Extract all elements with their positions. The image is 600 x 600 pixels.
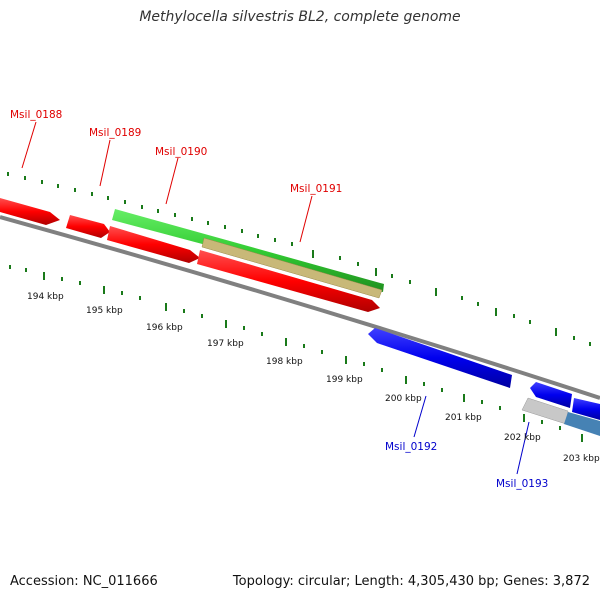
gene-label-lines	[21, 121, 530, 475]
genome-backbone	[0, 215, 600, 400]
gene-arrow-msil-0188[interactable]	[0, 198, 60, 225]
kbp-label-203: 203 kbp	[563, 454, 600, 464]
kbp-label-199: 199 kbp	[326, 375, 363, 385]
kbp-label-194: 194 kbp	[27, 292, 64, 302]
kbp-label-200: 200 kbp	[385, 394, 422, 404]
kbp-label-197: 197 kbp	[207, 339, 244, 349]
map-title: Methylocella silvestris BL2, complete ge…	[139, 9, 461, 25]
kbp-label-202: 202 kbp	[504, 433, 541, 443]
gene-arrow-msil-0192[interactable]	[368, 328, 512, 388]
gene-label-msil-0193[interactable]: Msil_0193	[496, 478, 548, 490]
inner-tick-track	[9, 265, 583, 442]
gene-arrow-msil-0189[interactable]	[66, 215, 110, 238]
gene-arrow-small-blue[interactable]	[530, 382, 572, 408]
gene-arrow-msil-0193[interactable]	[572, 398, 600, 420]
kbp-label-201: 201 kbp	[445, 413, 482, 423]
accession-text: Accession: NC_011666	[10, 574, 158, 589]
gene-label-msil-0192[interactable]: Msil_0192	[385, 441, 437, 453]
gene-arrow-msil-0191[interactable]	[197, 250, 380, 312]
kbp-label-198: 198 kbp	[266, 357, 303, 367]
gene-label-msil-0190[interactable]: Msil_0190	[155, 146, 207, 158]
gene-arrow-msil-0190[interactable]	[107, 226, 200, 263]
gene-label-msil-0188[interactable]: Msil_0188	[10, 109, 62, 121]
topology-text: Topology: circular; Length: 4,305,430 bp…	[232, 574, 590, 589]
outer-tick-track	[7, 172, 591, 346]
gene-label-msil-0189[interactable]: Msil_0189	[89, 127, 141, 139]
gene-label-msil-0191[interactable]: Msil_0191	[290, 183, 342, 195]
steel-feature[interactable]	[564, 412, 600, 436]
tan-feature[interactable]	[201, 237, 383, 299]
kbp-label-195: 195 kbp	[86, 306, 123, 316]
kbp-label-196: 196 kbp	[146, 323, 183, 333]
